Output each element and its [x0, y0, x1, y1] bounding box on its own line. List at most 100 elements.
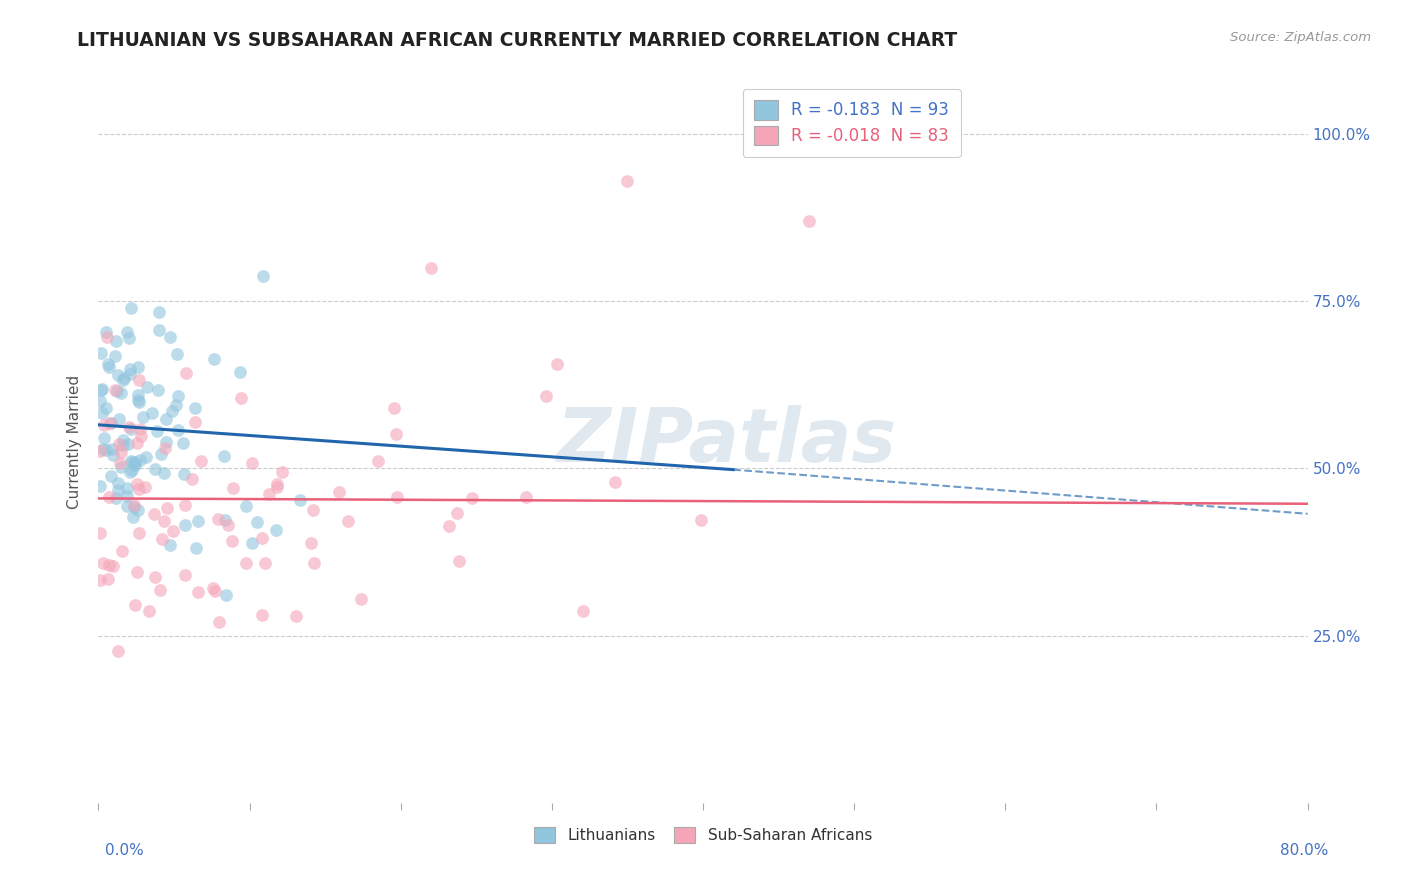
Point: [159, 538, 181, 552]
Point: [120, 422, 142, 436]
Point: [546, 357, 568, 371]
Point: [108, 412, 131, 426]
Point: [165, 398, 187, 412]
Point: [290, 493, 312, 508]
Point: [173, 467, 195, 482]
Point: [135, 450, 157, 464]
Point: [152, 466, 174, 480]
Point: [127, 392, 149, 407]
Point: [129, 422, 152, 436]
Text: LITHUANIAN VS SUBSAHARAN AFRICAN CURRENTLY MARRIED CORRELATION CHART: LITHUANIAN VS SUBSAHARAN AFRICAN CURRENT…: [77, 31, 957, 50]
Point: [155, 412, 177, 426]
Point: [128, 482, 150, 496]
Point: [105, 491, 128, 505]
Point: [266, 481, 288, 495]
Point: [148, 323, 170, 337]
Point: [117, 437, 139, 451]
Point: [616, 173, 638, 188]
Point: [90, 346, 112, 360]
Point: [382, 401, 405, 415]
Point: [98, 417, 121, 431]
Point: [141, 407, 163, 421]
Point: [246, 516, 269, 530]
Point: [250, 532, 273, 546]
Point: [134, 480, 156, 494]
Point: [89, 525, 111, 540]
Point: [118, 331, 141, 345]
Point: [214, 588, 236, 602]
Point: [107, 644, 129, 658]
Point: [115, 490, 138, 504]
Point: [89, 479, 111, 493]
Point: [304, 556, 326, 570]
Point: [222, 482, 245, 496]
Point: [299, 536, 322, 550]
Point: [121, 509, 143, 524]
Point: [207, 512, 229, 526]
Point: [176, 366, 198, 380]
Point: [183, 401, 205, 415]
Point: [190, 454, 212, 468]
Point: [167, 423, 190, 437]
Point: [152, 515, 174, 529]
Point: [104, 350, 127, 364]
Point: [90, 383, 112, 397]
Point: [328, 485, 350, 500]
Point: [146, 424, 169, 438]
Point: [94, 442, 117, 457]
Point: [150, 447, 173, 461]
Point: [100, 416, 122, 430]
Point: [337, 514, 360, 528]
Point: [212, 449, 235, 463]
Point: [217, 517, 239, 532]
Point: [240, 456, 263, 470]
Point: [240, 535, 263, 549]
Point: [120, 368, 142, 382]
Point: [89, 394, 111, 409]
Point: [118, 362, 141, 376]
Point: [127, 436, 149, 450]
Point: [156, 501, 179, 516]
Point: [115, 499, 138, 513]
Point: [439, 518, 461, 533]
Point: [111, 373, 134, 387]
Point: [461, 491, 484, 505]
Point: [155, 434, 177, 449]
Point: [111, 544, 134, 558]
Legend: Lithuanians, Sub-Saharan Africans: Lithuanians, Sub-Saharan Africans: [527, 822, 879, 849]
Point: [253, 556, 276, 570]
Point: [266, 477, 288, 491]
Point: [127, 503, 149, 517]
Point: [385, 491, 408, 505]
Point: [101, 442, 124, 456]
Point: [127, 388, 149, 402]
Point: [184, 541, 207, 556]
Point: [91, 383, 114, 397]
Point: [124, 455, 146, 469]
Point: [150, 532, 173, 546]
Point: [124, 458, 146, 472]
Point: [214, 513, 236, 527]
Point: [110, 385, 132, 400]
Point: [174, 567, 197, 582]
Point: [96, 326, 118, 340]
Point: [155, 441, 177, 455]
Point: [91, 442, 114, 457]
Point: [107, 483, 129, 497]
Point: [146, 384, 169, 398]
Point: [797, 214, 820, 228]
Point: [124, 599, 146, 613]
Point: [120, 465, 142, 479]
Point: [173, 518, 195, 533]
Point: [93, 418, 115, 433]
Point: [127, 477, 149, 491]
Point: [120, 301, 142, 315]
Point: [112, 371, 135, 385]
Point: [250, 608, 273, 623]
Point: [105, 384, 128, 398]
Point: [138, 604, 160, 618]
Point: [122, 500, 145, 514]
Point: [132, 410, 155, 425]
Point: [235, 499, 257, 513]
Point: [572, 604, 595, 618]
